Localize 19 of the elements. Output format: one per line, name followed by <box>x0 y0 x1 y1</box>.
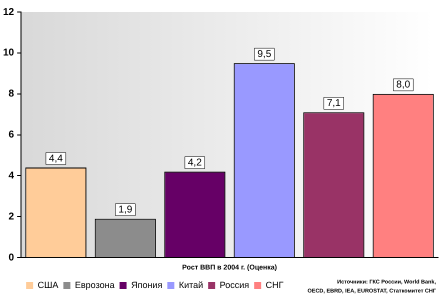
legend-label: Китай <box>178 280 204 290</box>
data-label: 4,2 <box>188 157 202 168</box>
legend-label: СНГ <box>266 280 284 290</box>
legend-label: Еврозона <box>74 280 115 290</box>
y-tick-label: 8 <box>8 88 15 100</box>
y-tick-label: 6 <box>8 130 15 141</box>
legend-label: США <box>38 280 58 290</box>
data-label: 9,5 <box>257 48 272 60</box>
y-tick-label: 10 <box>3 48 15 59</box>
data-label: 8,0 <box>396 80 411 91</box>
legend-label: Япония <box>131 280 162 290</box>
data-label: 4,4 <box>48 153 64 164</box>
y-tick-label: 4 <box>8 170 15 182</box>
legend-label: Россия <box>220 280 250 290</box>
data-label: 1,9 <box>118 204 133 216</box>
y-tick-label: 12 <box>3 6 15 18</box>
y-tick-label: 0 <box>8 252 15 264</box>
data-label: 7,1 <box>326 98 342 110</box>
y-tick-label: 2 <box>8 211 15 222</box>
